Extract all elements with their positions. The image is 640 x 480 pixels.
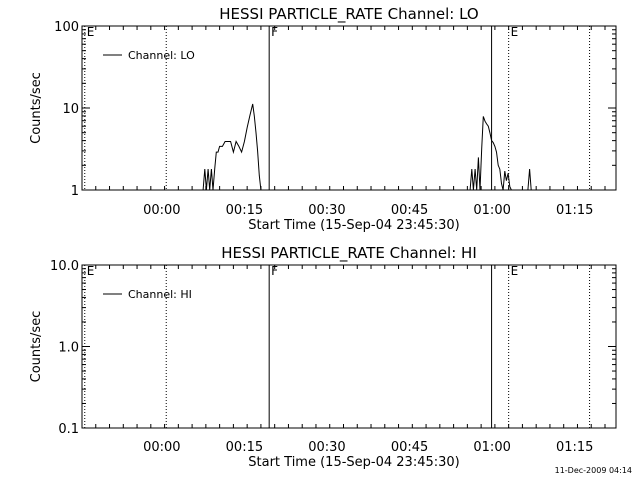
x-tick-label: 00:45 [391, 440, 428, 455]
y-axis-label: Counts/sec [29, 72, 44, 144]
event-marker-label: E [511, 25, 519, 39]
x-tick-label: 01:00 [473, 440, 510, 455]
y-axis-label: Counts/sec [29, 311, 44, 383]
chart-title: HESSI PARTICLE_RATE Channel: LO [219, 5, 478, 24]
x-tick-label: 01:15 [556, 440, 593, 455]
chart-title: HESSI PARTICLE_RATE Channel: HI [221, 244, 477, 263]
legend-label: Channel: HI [128, 288, 192, 301]
event-marker-label: E [511, 264, 519, 278]
x-tick-label: 01:00 [473, 203, 510, 218]
x-tick-label: 01:15 [556, 203, 593, 218]
lo-channel-panel: HESSI PARTICLE_RATE Channel: LO 00:00 00:1… [29, 5, 617, 233]
event-marker-label: E [87, 264, 95, 278]
event-marker-label: E [87, 25, 95, 39]
y-tick-label: 1.0 [58, 341, 79, 356]
event-marker-label: F [271, 25, 278, 39]
x-tick-label: 00:15 [226, 203, 263, 218]
x-axis-label: Start Time (15-Sep-04 23:45:30) [248, 455, 459, 470]
generation-timestamp: 11-Dec-2009 04:14 [554, 466, 632, 475]
y-tick-label: 1 [71, 184, 79, 199]
y-tick-label: 100 [54, 20, 79, 35]
x-tick-label: 00:00 [143, 203, 180, 218]
y-tick-label: 10.0 [50, 259, 79, 274]
hi-channel-panel: HESSI PARTICLE_RATE Channel: HI 00:00 00:1… [29, 244, 617, 470]
x-tick-label: 00:30 [308, 440, 345, 455]
y-tick-label: 0.1 [58, 422, 79, 437]
x-tick-label: 00:15 [226, 440, 263, 455]
x-tick-label: 00:45 [391, 203, 428, 218]
legend-label: Channel: LO [128, 49, 195, 62]
y-tick-label: 10 [62, 102, 79, 117]
event-marker-label: F [271, 264, 278, 278]
series-line [202, 103, 537, 191]
x-tick-label: 00:30 [308, 203, 345, 218]
x-axis-label: Start Time (15-Sep-04 23:45:30) [248, 218, 459, 233]
x-tick-label: 00:00 [143, 440, 180, 455]
